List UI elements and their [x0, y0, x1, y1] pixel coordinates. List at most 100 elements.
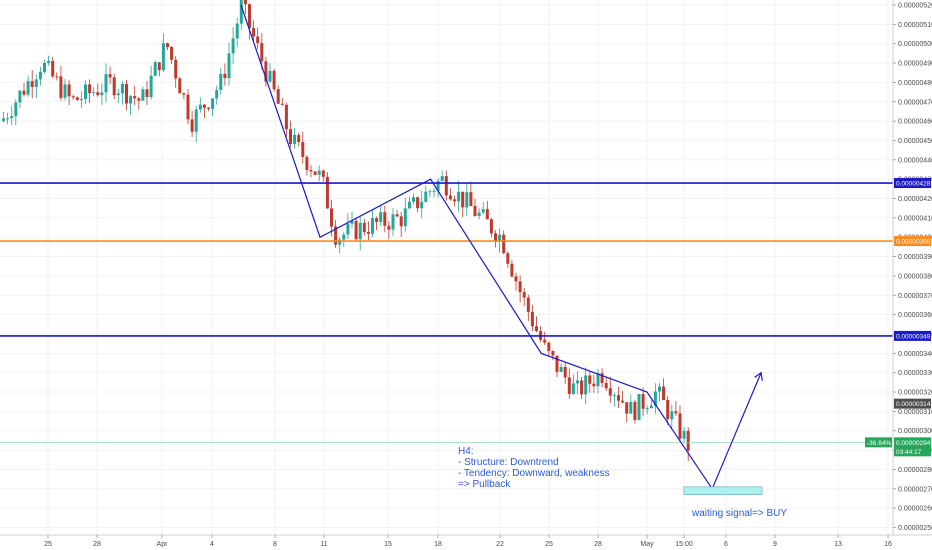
candle-body: [284, 104, 288, 130]
candle-body: [67, 84, 71, 97]
x-tick-label: 15:00: [675, 541, 693, 548]
change-label: -36.64%: [867, 440, 891, 447]
candle-body: [592, 383, 596, 387]
candle-body: [387, 225, 391, 230]
candle-body: [211, 98, 215, 109]
time-axis-background: [0, 535, 932, 550]
candle-body: [457, 191, 461, 202]
candle-body: [530, 311, 534, 327]
candle-body: [116, 93, 120, 96]
candle-body: [276, 89, 280, 104]
candle-body: [96, 92, 100, 96]
candle-body: [555, 355, 559, 372]
candle-body: [75, 97, 79, 101]
note-structure: - Structure: Downtrend: [458, 457, 559, 468]
y-tick-label: 0.00000420: [898, 196, 932, 203]
candle-body: [453, 199, 456, 202]
candle-body: [350, 220, 354, 224]
candle-body: [256, 36, 260, 44]
x-tick-label: 18: [434, 541, 442, 548]
y-tick-label: 0.00000280: [898, 467, 932, 474]
y-tick-label: 0.00000260: [898, 506, 932, 513]
candle-body: [14, 102, 18, 117]
candle-body: [674, 411, 678, 414]
candle-body: [461, 191, 465, 208]
candle-body: [420, 201, 424, 209]
candle-body: [198, 104, 202, 110]
candle-body: [366, 232, 370, 234]
current-price-label: 0.00000294: [896, 440, 931, 447]
candle-body: [678, 413, 682, 439]
x-tick-label: 6: [724, 541, 728, 548]
candle-body: [465, 192, 469, 208]
time-axis: 25 28 Apr 4 8 11 15 18 22 25 28 May 15:00 6 9 13 16: [0, 534, 932, 550]
candle-body: [666, 399, 670, 420]
x-tick-label: 16: [884, 541, 892, 548]
candle-body: [71, 96, 75, 98]
candle-body: [567, 377, 571, 394]
change-badge: [865, 437, 892, 448]
candle-body: [473, 205, 477, 216]
candle-body: [334, 226, 338, 245]
trend-path: [240, 4, 762, 491]
candle-body: [55, 76, 59, 78]
y-tick-label: 0.00000510: [898, 22, 932, 29]
y-tick-label: 0.00000390: [898, 254, 932, 261]
candle-body: [358, 222, 362, 240]
candle-body: [133, 96, 137, 99]
candle-body: [383, 212, 387, 226]
x-tick-label: May: [640, 541, 654, 548]
x-tick-label: 28: [594, 541, 602, 548]
candle-body: [576, 380, 579, 384]
candle-body: [489, 219, 493, 234]
candle-body: [145, 89, 149, 98]
candle-body: [202, 104, 206, 108]
candle-body: [268, 70, 272, 82]
candle-body: [485, 209, 489, 220]
y-tick-label: 0.00000520: [898, 3, 932, 10]
candle-body: [686, 430, 690, 451]
candle-body: [252, 28, 256, 37]
candle-body: [280, 103, 284, 105]
y-tick-label: 0.00000460: [898, 119, 932, 126]
candle-body: [43, 62, 46, 72]
candle-body: [407, 201, 411, 209]
candle-body: [166, 43, 169, 47]
x-tick-label: 4: [210, 541, 214, 548]
candle-body: [379, 212, 383, 222]
candle-body: [30, 81, 34, 88]
y-tick-label: 0.00000310: [898, 409, 932, 416]
x-tick-label: 8: [273, 541, 277, 548]
y-tick-label: 0.00000500: [898, 41, 932, 48]
candle-body: [26, 81, 30, 95]
candle-body: [399, 216, 403, 227]
candle-body: [629, 401, 633, 414]
candle-body: [506, 253, 510, 264]
x-tick-label: 25: [44, 541, 52, 548]
candle-body: [321, 170, 325, 177]
candle-body: [563, 366, 567, 378]
candle-body: [608, 388, 612, 396]
candle-body: [612, 395, 616, 397]
candle-body: [551, 351, 555, 356]
candle-body: [104, 74, 108, 93]
candle-body: [670, 411, 674, 420]
candle-body: [658, 386, 661, 392]
candle-body: [157, 62, 161, 71]
candle-body: [174, 59, 178, 79]
target-zone: [683, 486, 763, 495]
candle-body: [22, 90, 26, 95]
candle-body: [108, 74, 112, 78]
candle-body: [248, 4, 251, 29]
candle-body: [526, 297, 530, 312]
candle-body: [10, 116, 14, 119]
note-pullback: => Pullback: [458, 479, 511, 490]
candle-body: [305, 156, 309, 170]
candle-body: [342, 234, 346, 240]
candle-body: [260, 43, 264, 62]
candle-body: [391, 214, 395, 230]
signal-note: waiting signal=> BUY: [692, 508, 788, 519]
candle-body: [346, 223, 350, 235]
x-tick-label: 13: [834, 541, 842, 548]
